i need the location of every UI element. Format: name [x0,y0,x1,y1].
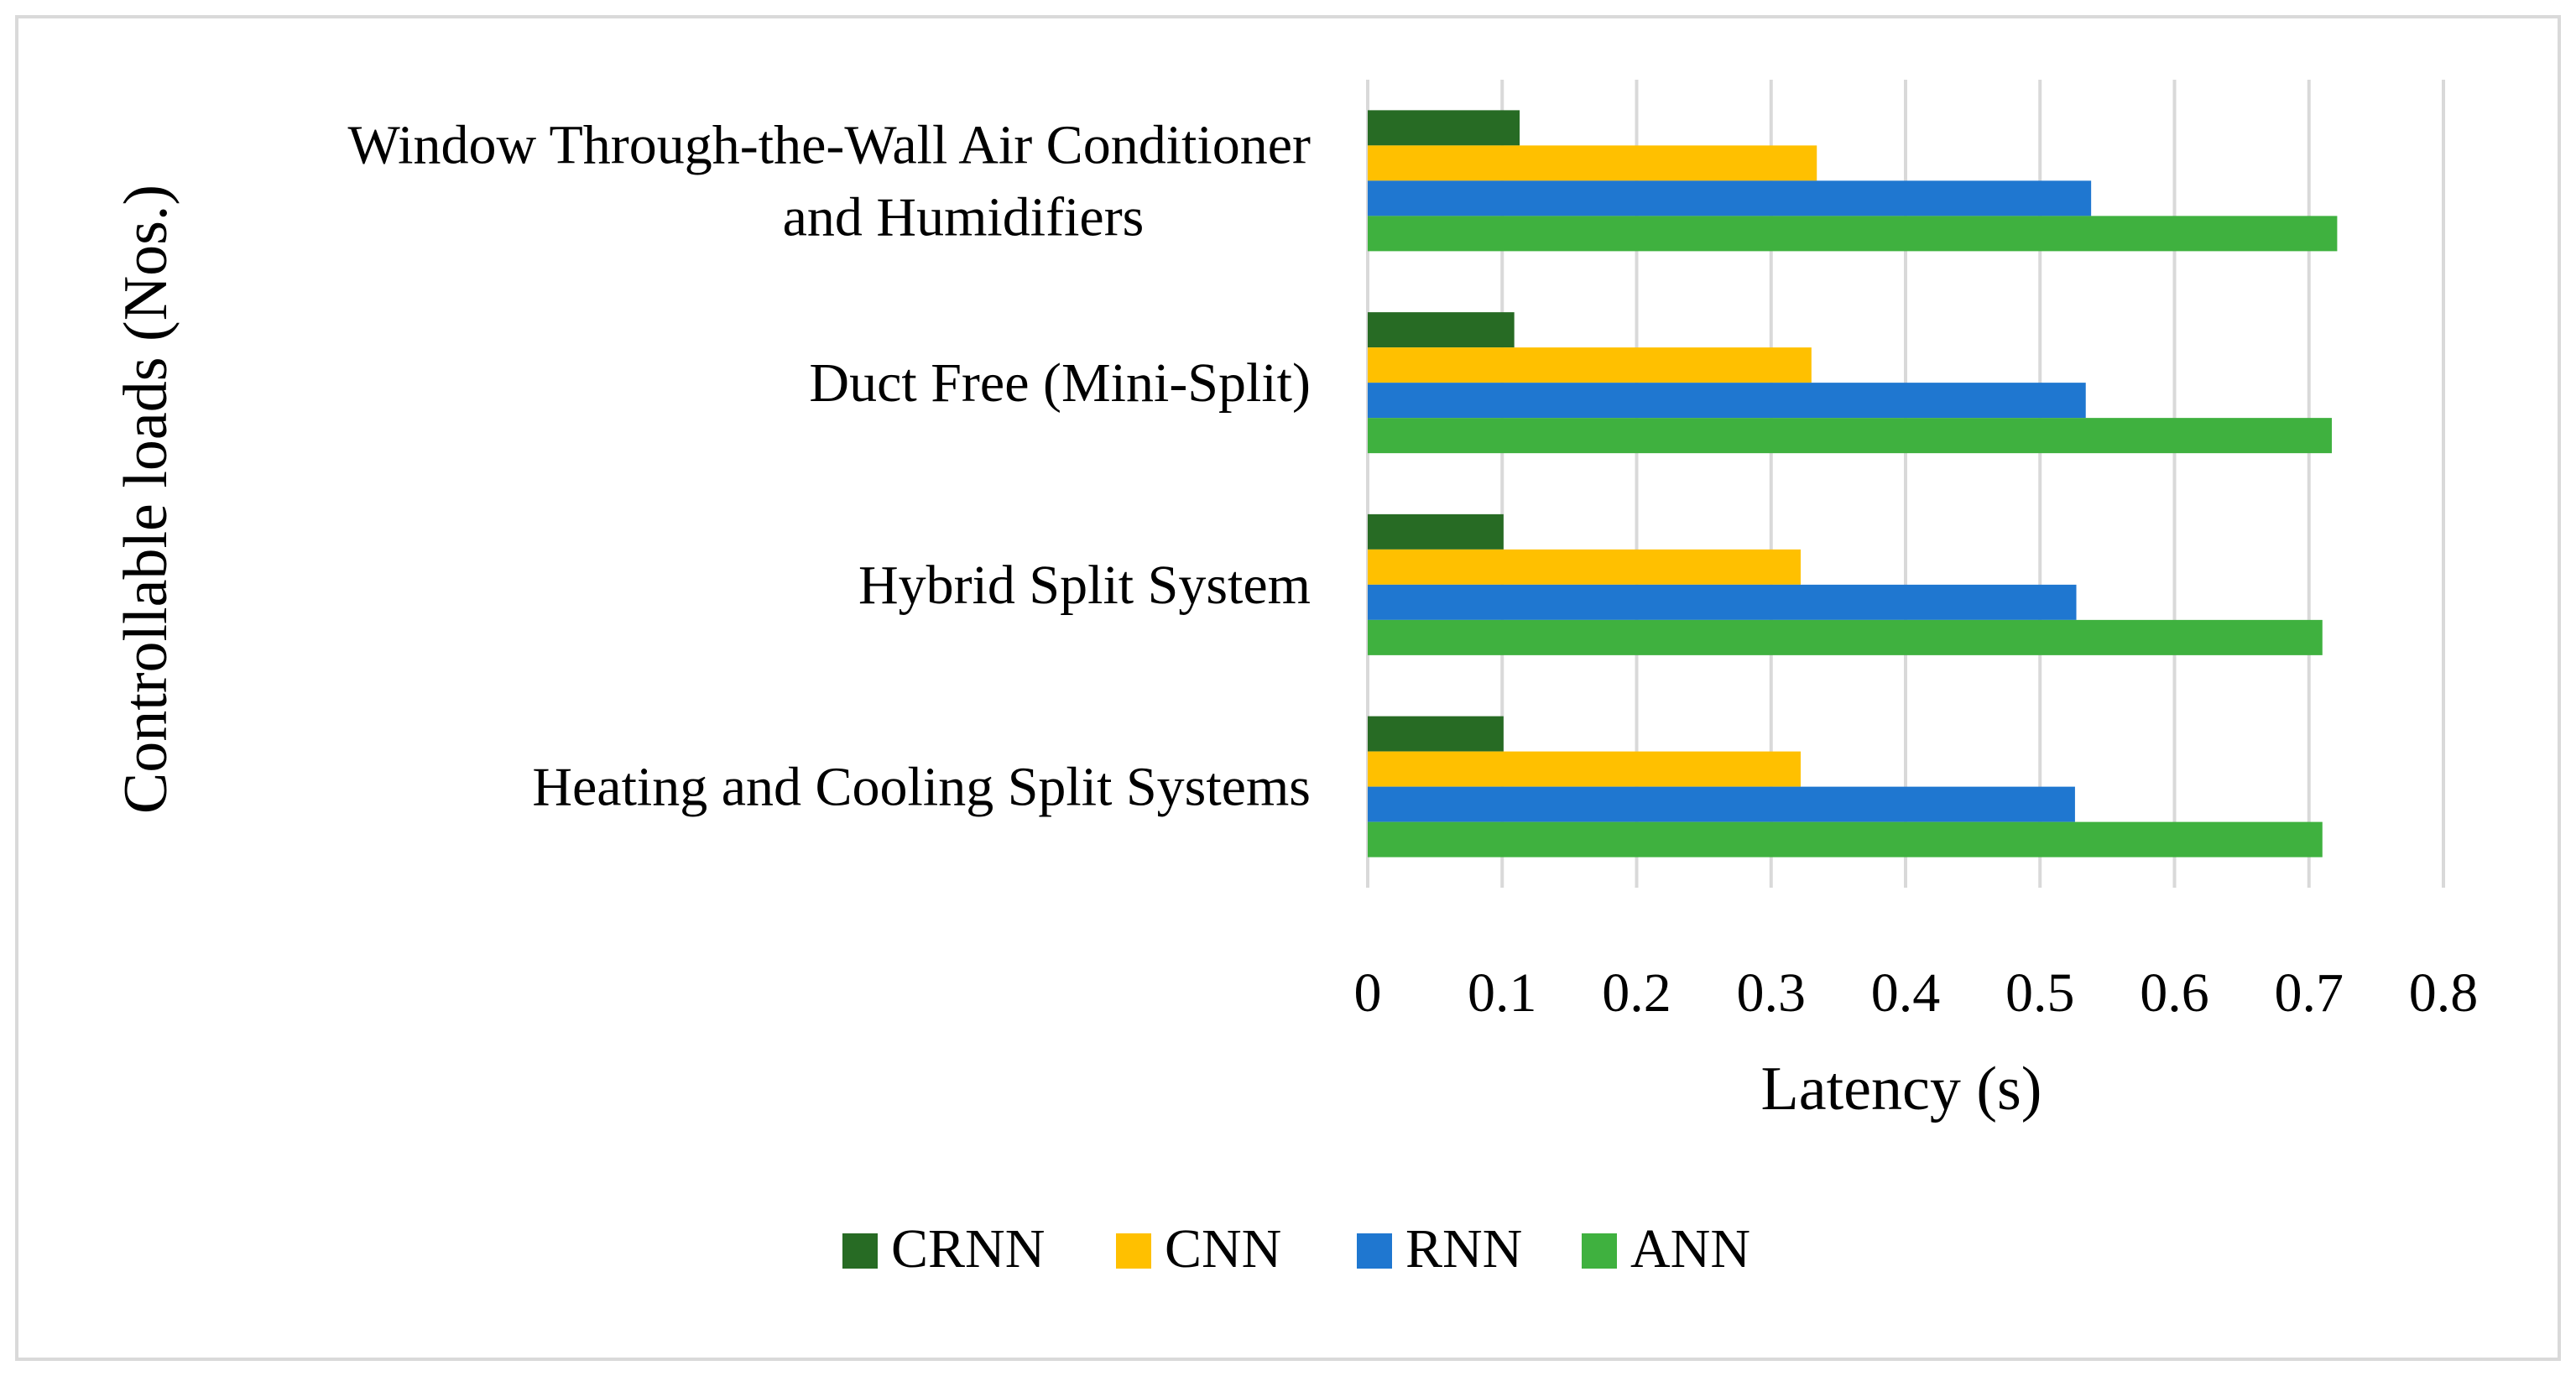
bar-crnn [1368,110,1520,146]
bar-ann [1368,418,2332,454]
category-label: Duct Free (Mini-Split) [809,352,1311,414]
legend-swatch-cnn [1116,1233,1151,1269]
x-tick-label: 0.7 [2275,962,2344,1024]
legend: CRNN CNN RNN ANN [842,1218,1750,1280]
category-labels: Window Through-the-Wall Air Conditioner a… [348,114,1311,817]
bar-ann [1368,216,2338,252]
category-label: Heating and Cooling Split Systems [532,757,1311,818]
bar-rnn [1368,584,2077,620]
bar-rnn [1368,383,2086,419]
legend-label-rnn: RNN [1405,1218,1522,1280]
bar-rnn [1368,180,2092,216]
bar-ann [1368,821,2323,857]
x-tick-label: 0.8 [2409,962,2479,1024]
x-tick-labels: 0 0.1 0.2 0.3 0.4 0.5 0.6 0.7 0.8 [1354,962,2479,1024]
bar-cnn [1368,347,1812,383]
category-label: Window Through-the-Wall Air Conditioner [348,114,1311,175]
category-label: and Humidifiers [783,186,1145,248]
y-axis-title: Controllable loads (Nos.) [112,185,180,814]
bar-crnn [1368,513,1504,550]
x-axis-title: Latency (s) [1761,1055,2042,1123]
bar-ann [1368,619,2323,655]
bar-cnn [1368,145,1817,181]
bar-crnn [1368,716,1504,752]
x-tick-label: 0.3 [1737,962,1807,1024]
x-tick-label: 0.6 [2140,962,2209,1024]
legend-label-cnn: CNN [1165,1218,1281,1280]
category-label: Hybrid Split System [858,555,1311,616]
bar-cnn [1368,751,1802,787]
x-tick-label: 0.4 [1871,962,1941,1024]
bars [1368,110,2338,857]
bar-crnn [1368,312,1515,348]
bar-cnn [1368,549,1802,585]
legend-swatch-rnn [1357,1233,1392,1269]
x-tick-label: 0.1 [1468,962,1537,1024]
legend-swatch-crnn [842,1233,878,1269]
legend-label-crnn: CRNN [891,1218,1045,1280]
bar-rnn [1368,786,2075,822]
x-tick-label: 0 [1354,962,1382,1024]
legend-swatch-ann [1582,1233,1617,1269]
x-tick-label: 0.5 [2005,962,2075,1024]
legend-label-ann: ANN [1630,1218,1750,1280]
x-tick-label: 0.2 [1602,962,1671,1024]
